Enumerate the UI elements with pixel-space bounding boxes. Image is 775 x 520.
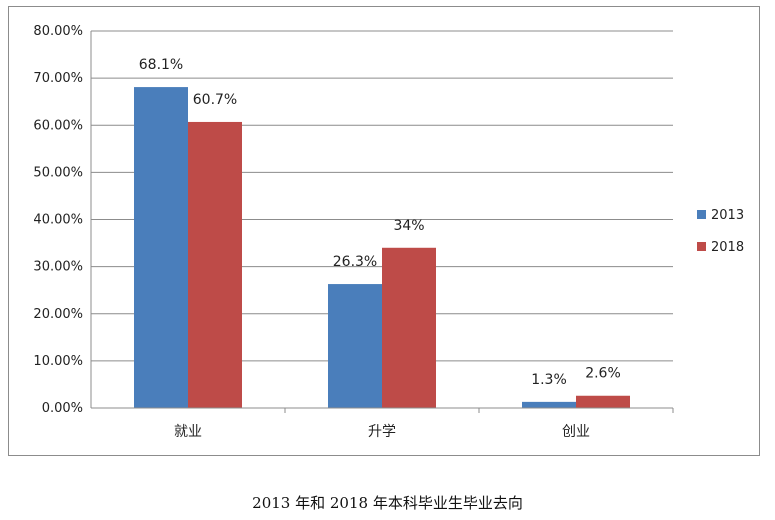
bar-2018	[188, 121, 242, 409]
y-tick-label: 0.00%	[42, 401, 83, 416]
y-tick-label: 20.00%	[33, 307, 83, 322]
data-label: 60.7%	[193, 92, 237, 108]
data-label: 2.6%	[585, 366, 621, 382]
y-tick-label: 80.00%	[33, 24, 83, 39]
y-tick-label: 30.00%	[33, 260, 83, 275]
data-label: 26.3%	[333, 254, 377, 270]
data-label: 1.3%	[531, 372, 567, 388]
chart-title: 2013 年和 2018 年本科毕业生毕业去向	[252, 494, 523, 512]
bar-2018	[382, 247, 436, 408]
bar-2013	[522, 401, 576, 408]
legend-swatch	[697, 210, 706, 219]
x-category-label: 升学	[368, 424, 396, 440]
bars	[134, 87, 630, 409]
x-category-label: 创业	[562, 424, 590, 440]
y-tick-label: 10.00%	[33, 354, 83, 369]
legend-label: 2013	[711, 208, 744, 223]
y-tick-label: 60.00%	[33, 118, 83, 133]
chart-frame: 0.00% 10.00% 20.00% 30.00% 40.00% 50.00% 60.00…	[8, 6, 760, 456]
x-axis	[90, 31, 674, 413]
legend-label: 2018	[711, 240, 744, 255]
data-label: 34%	[393, 218, 424, 234]
bar-2018	[576, 395, 630, 408]
bar-chart: 0.00% 10.00% 20.00% 30.00% 40.00% 50.00% 60.00…	[33, 24, 744, 440]
data-labels: 68.1% 60.7% 26.3% 34% 1.3% 2.6%	[139, 57, 621, 388]
legend: 2013 2018	[697, 208, 744, 255]
y-tick-label: 40.00%	[33, 213, 83, 228]
x-axis-category-labels: 就业 升学 创业	[174, 424, 590, 440]
bar-2013	[134, 87, 188, 409]
legend-swatch	[697, 242, 706, 251]
bar-2013	[328, 284, 382, 408]
data-label: 68.1%	[139, 57, 183, 73]
y-axis-tick-labels: 0.00% 10.00% 20.00% 30.00% 40.00% 50.00% 60.00…	[33, 24, 83, 416]
x-category-label: 就业	[174, 424, 202, 440]
y-tick-label: 50.00%	[33, 165, 83, 180]
y-tick-label: 70.00%	[33, 71, 83, 86]
